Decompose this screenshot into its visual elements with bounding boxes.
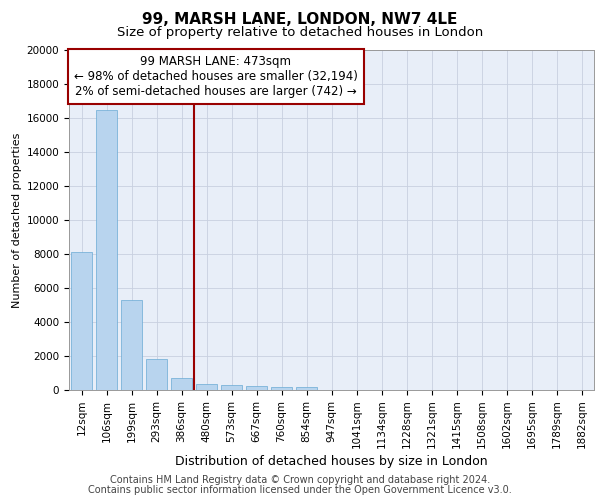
Bar xyxy=(96,110,117,390)
Y-axis label: Number of detached properties: Number of detached properties xyxy=(13,132,22,308)
Bar xyxy=(271,387,292,390)
Bar xyxy=(221,386,242,390)
Text: 99 MARSH LANE: 473sqm
← 98% of detached houses are smaller (32,194)
2% of semi-d: 99 MARSH LANE: 473sqm ← 98% of detached … xyxy=(74,55,358,98)
Text: Size of property relative to detached houses in London: Size of property relative to detached ho… xyxy=(117,26,483,39)
Bar xyxy=(121,300,142,390)
Text: 99, MARSH LANE, LONDON, NW7 4LE: 99, MARSH LANE, LONDON, NW7 4LE xyxy=(142,12,458,28)
Bar xyxy=(171,378,192,390)
Bar xyxy=(196,384,217,390)
X-axis label: Distribution of detached houses by size in London: Distribution of detached houses by size … xyxy=(175,456,488,468)
Bar xyxy=(146,358,167,390)
Text: Contains public sector information licensed under the Open Government Licence v3: Contains public sector information licen… xyxy=(88,485,512,495)
Bar xyxy=(71,252,92,390)
Bar xyxy=(296,388,317,390)
Bar xyxy=(246,386,267,390)
Text: Contains HM Land Registry data © Crown copyright and database right 2024.: Contains HM Land Registry data © Crown c… xyxy=(110,475,490,485)
